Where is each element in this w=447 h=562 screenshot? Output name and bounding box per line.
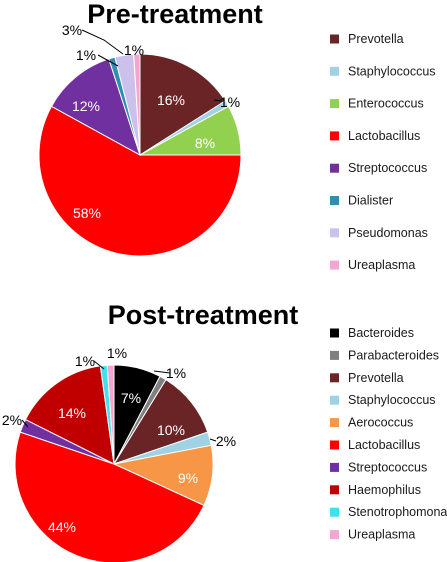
legend-swatch — [330, 228, 339, 238]
leader-line — [97, 54, 119, 67]
slice-label-ureaplasma: 1% — [124, 42, 144, 58]
slice-label-stenotrophomonas: 1% — [75, 353, 95, 369]
legend-label: Enterococcus — [348, 97, 424, 111]
legend-label: Prevotella — [348, 371, 404, 385]
pie-slices — [14, 364, 214, 562]
slice-label-haemophilus: 14% — [58, 405, 86, 421]
leader-line — [21, 419, 29, 428]
pie-slice-lactobacillus — [14, 431, 205, 562]
legend-label: Staphylococcus — [348, 393, 436, 407]
legend-swatch — [330, 485, 339, 495]
slice-labels: 16% 1% 8% 58% 12% 1% 3% 1% — [62, 22, 240, 221]
slice-label-aerococcus: 9% — [178, 470, 198, 486]
legend-swatch — [330, 507, 339, 517]
slice-label-lactobacillus: 44% — [48, 519, 76, 535]
legend-swatch — [330, 395, 339, 405]
slice-label-prevotella: 16% — [157, 92, 185, 108]
legend-label: Pseudomonas — [348, 226, 428, 240]
pie-slice-lactobacillus — [38, 105, 242, 257]
chart-title: Post-treatment — [108, 300, 299, 330]
legend-label: Haemophilus — [348, 483, 421, 497]
legend-swatch — [330, 66, 339, 76]
slice-label-bacteroides: 7% — [121, 390, 141, 406]
leader-line — [93, 360, 105, 370]
chart-title: Pre-treatment — [87, 0, 263, 29]
legend-swatch — [330, 34, 339, 44]
legend: Prevotella Staphylococcus Enterococcus Lact… — [330, 32, 436, 272]
slice-label-enterococcus: 8% — [195, 135, 215, 151]
legend-swatch — [330, 99, 339, 109]
pie-slice-prevotella — [112, 379, 209, 465]
legend-label: Ureaplasma — [348, 528, 415, 542]
slice-label-pseudomonas: 3% — [62, 22, 82, 38]
legend-swatch — [330, 462, 339, 472]
post-treatment-chart: Post-treatment 7% 1% 10% 2% 9% 44% 2% 14% 1% 1% B… — [2, 300, 447, 562]
pre-treatment-chart: Pre-treatment 16% 1% 8% 58% 12% 1% 3% 1% Prevot… — [38, 0, 436, 272]
pie-slice-haemophilus — [24, 365, 115, 465]
leader-line — [209, 438, 217, 442]
legend: Bacteroides Parabacteroides Prevotella Stap… — [330, 326, 447, 542]
slice-label-streptococcus: 12% — [72, 98, 100, 114]
legend-swatch — [330, 328, 339, 338]
pie-slice-ureaplasma — [133, 53, 141, 156]
legend-label: Streptococcus — [348, 161, 427, 175]
legend-label: Staphylococcus — [348, 64, 436, 78]
legend-label: Parabacteroides — [348, 348, 439, 362]
legend-swatch — [330, 350, 339, 360]
slice-label-dialister: 1% — [76, 47, 96, 63]
legend-swatch — [330, 131, 339, 141]
legend-label: Prevotella — [348, 32, 404, 46]
leader-lines — [21, 360, 217, 442]
legend-label: Streptococcus — [348, 460, 427, 474]
slice-label-staphylococcus: 2% — [216, 433, 236, 449]
legend-label: Lactobacillus — [348, 438, 420, 452]
slice-label-prevotella: 10% — [157, 422, 185, 438]
slice-label-parabacteroides: 1% — [166, 365, 186, 381]
legend-label: Ureaplasma — [348, 258, 415, 272]
slice-label-ureaplasma: 1% — [107, 345, 127, 361]
legend-label: Stenotrophomonas — [348, 505, 447, 519]
pie-slices — [38, 53, 242, 257]
legend-swatch — [330, 163, 339, 173]
legend-label: Dialister — [348, 194, 393, 208]
legend-label: Lactobacillus — [348, 129, 420, 143]
legend-swatch — [330, 440, 339, 450]
legend-swatch — [330, 260, 339, 270]
legend-swatch — [330, 373, 339, 383]
leader-line — [81, 29, 124, 55]
leader-line — [153, 370, 171, 374]
pie-slice-prevotella — [139, 53, 226, 156]
slice-labels: 7% 1% 10% 2% 9% 44% 2% 14% 1% 1% — [2, 345, 236, 535]
legend-swatch — [330, 196, 339, 205]
slice-label-staphylococcus: 1% — [220, 94, 240, 110]
leader-line — [213, 99, 223, 102]
leader-lines — [81, 29, 223, 102]
pie-slice-ureaplasma — [106, 364, 115, 465]
legend-label: Bacteroides — [348, 326, 414, 340]
slice-label-lactobacillus: 58% — [73, 205, 101, 221]
legend-swatch — [330, 530, 339, 540]
slice-label-streptococcus: 2% — [2, 412, 22, 428]
legend-label: Aerococcus — [348, 416, 413, 430]
legend-swatch — [330, 418, 339, 428]
